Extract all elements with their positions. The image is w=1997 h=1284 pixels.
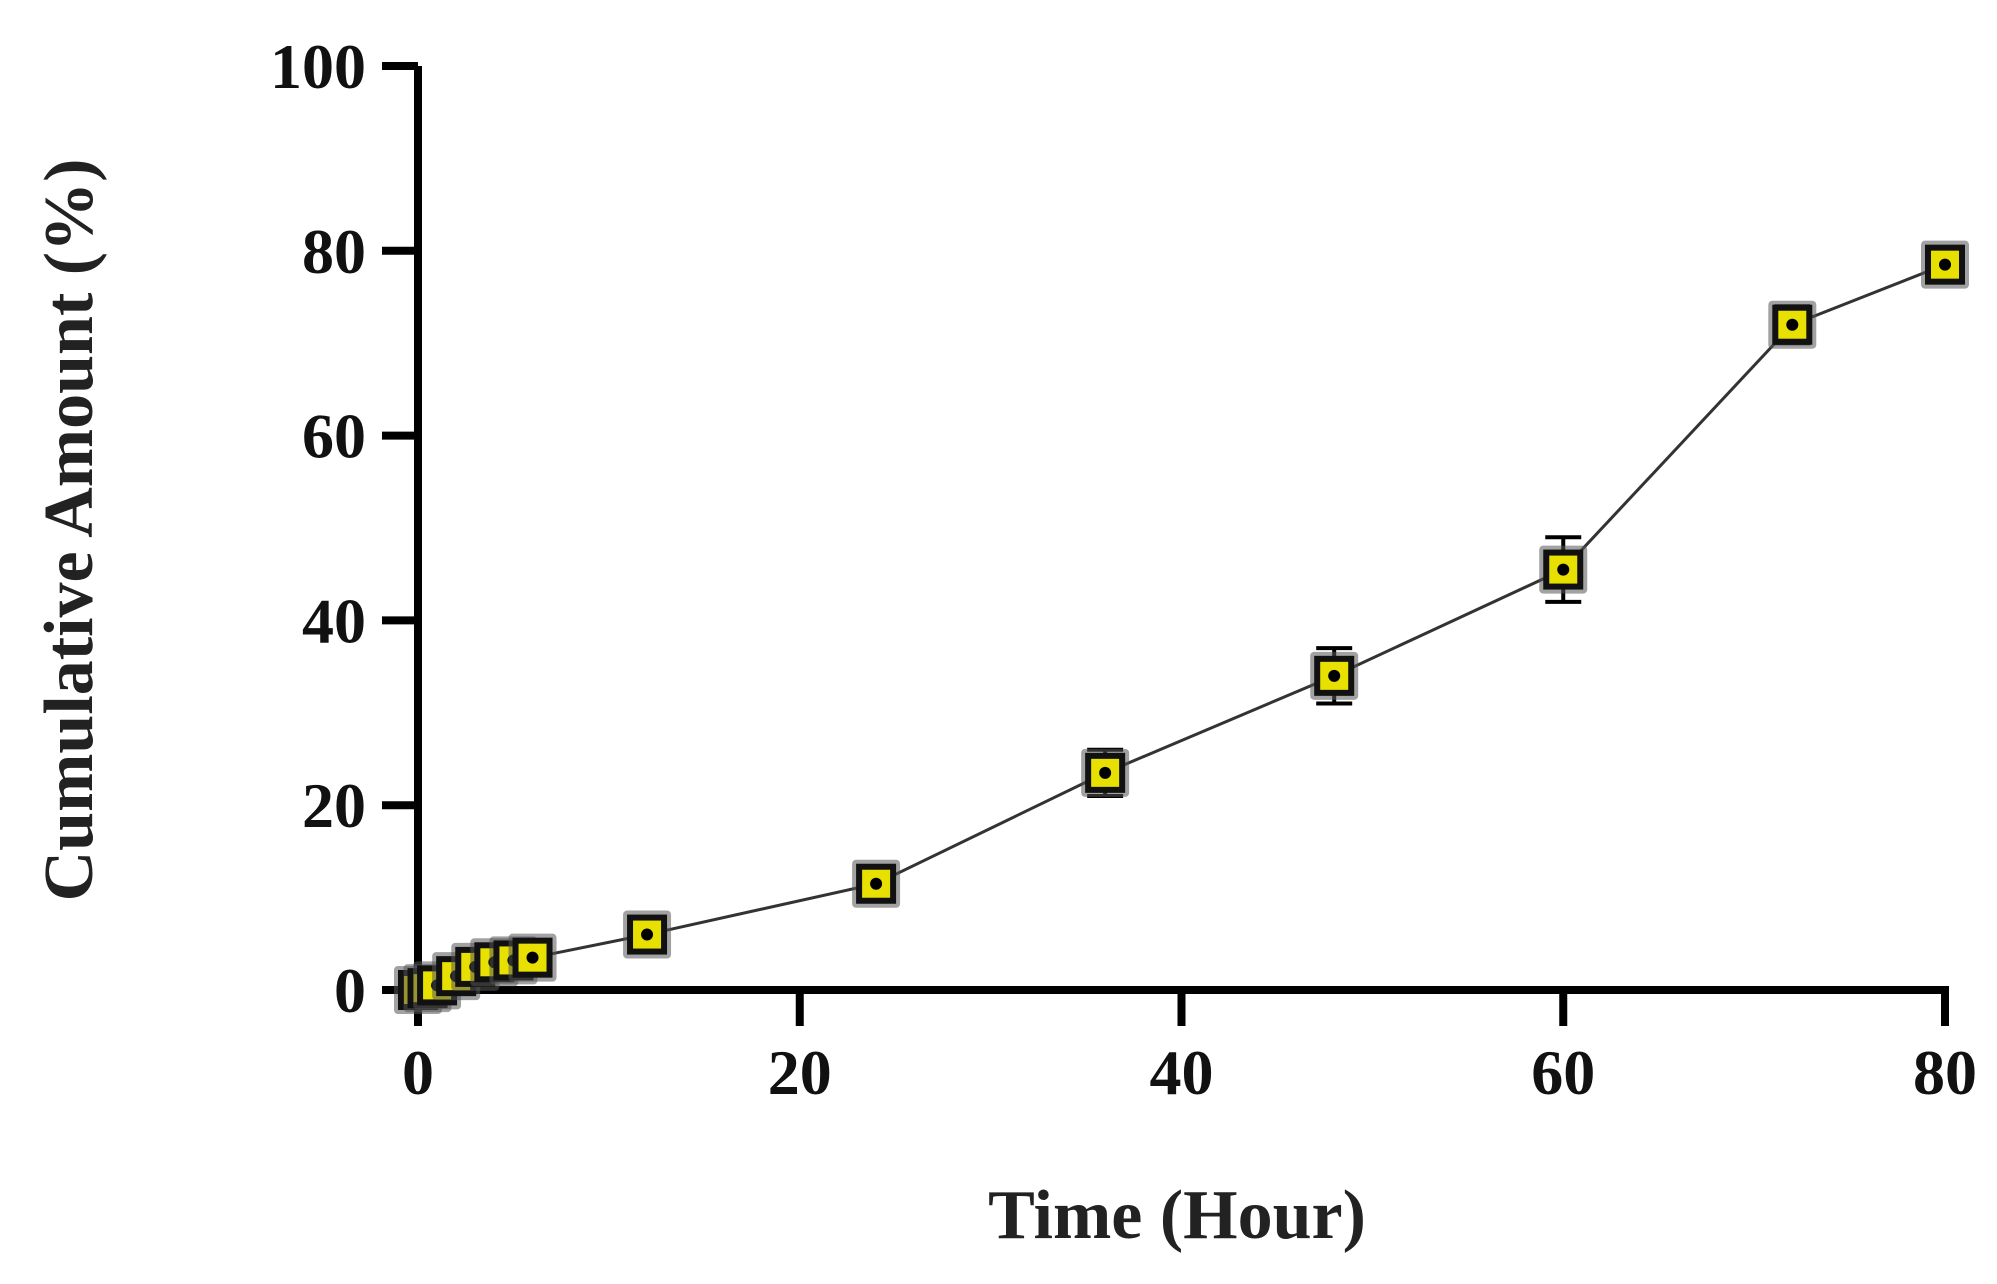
series	[394, 240, 1969, 1014]
x-tick-label: 40	[1150, 1037, 1214, 1108]
data-point	[623, 910, 672, 959]
data-point	[852, 859, 901, 908]
x-tick-label: 0	[402, 1037, 434, 1108]
y-tick-label: 100	[270, 31, 366, 102]
series-line	[417, 263, 1946, 992]
data-point	[1768, 300, 1817, 349]
x-tick-label: 60	[1531, 1037, 1595, 1108]
data-point	[1539, 545, 1588, 594]
x-tick-label: 20	[768, 1037, 832, 1108]
x-axis-title: Time (Hour)	[988, 1177, 1366, 1254]
series-0	[394, 240, 1969, 1014]
axes	[414, 66, 1949, 994]
y-axis-title: Cumulative Amount (%)	[31, 159, 108, 902]
y-tick-label: 80	[302, 216, 366, 287]
x-tick-label: 80	[1913, 1037, 1977, 1108]
y-ticks: 0 20 40 60 80 100	[270, 31, 418, 1026]
data-point	[1081, 748, 1130, 797]
data-point	[508, 933, 557, 982]
data-point	[1921, 240, 1969, 289]
x-ticks: 0 20 40 60 80	[402, 990, 1977, 1108]
y-tick-label: 60	[302, 401, 366, 472]
data-point	[1310, 651, 1359, 700]
y-tick-label: 20	[302, 770, 366, 841]
y-tick-label: 0	[334, 955, 366, 1026]
y-tick-label: 40	[302, 585, 366, 656]
